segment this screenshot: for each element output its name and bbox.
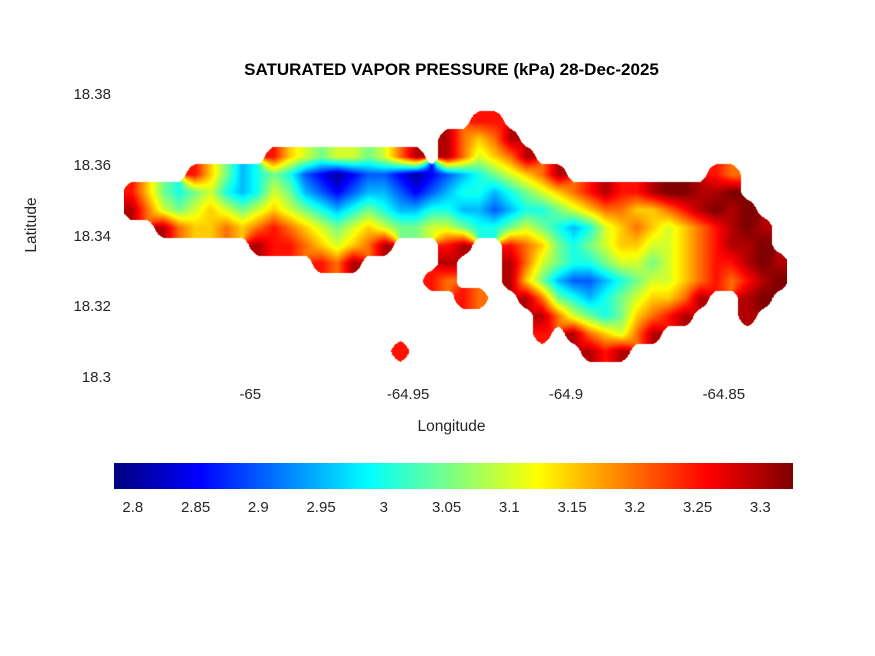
colorbar-tick-label: 2.9 <box>247 499 269 516</box>
y-tick-label: 18.32 <box>73 298 111 316</box>
colorbar-tick-label: 2.95 <box>306 499 336 516</box>
colorbar <box>114 463 793 489</box>
colorbar-tick-label: 3 <box>379 499 388 516</box>
colorbar-tick-label: 3.25 <box>683 499 713 516</box>
y-axis-label: Latitude <box>23 197 40 253</box>
heatmap-canvas <box>124 95 787 378</box>
y-tick-label: 18.3 <box>81 369 111 386</box>
x-tick-label: -64.85 <box>702 386 746 403</box>
colorbar-tick-label: 2.85 <box>180 499 211 516</box>
colorbar-tick-label: 2.8 <box>122 499 144 516</box>
y-tick-label: 18.34 <box>73 227 111 245</box>
x-tick-label: -64.9 <box>548 386 584 403</box>
colorbar-tick-label: 3.15 <box>557 499 587 516</box>
colorbar-tick-label: 3.05 <box>431 499 462 516</box>
y-tick-label: 18.36 <box>73 156 111 174</box>
y-tick-label: 18.38 <box>73 86 111 103</box>
x-tick-label: -64.95 <box>386 386 430 403</box>
x-axis-label: Longitude <box>417 418 486 435</box>
colorbar-tick-label: 3.2 <box>624 499 646 516</box>
x-tick-label: -65 <box>239 386 262 403</box>
colorbar-tick-label: 3.1 <box>498 499 520 516</box>
colorbar-tick-label: 3.3 <box>749 499 771 516</box>
chart-title: SATURATED VAPOR PRESSURE (kPa) 28-Dec-20… <box>244 60 659 79</box>
